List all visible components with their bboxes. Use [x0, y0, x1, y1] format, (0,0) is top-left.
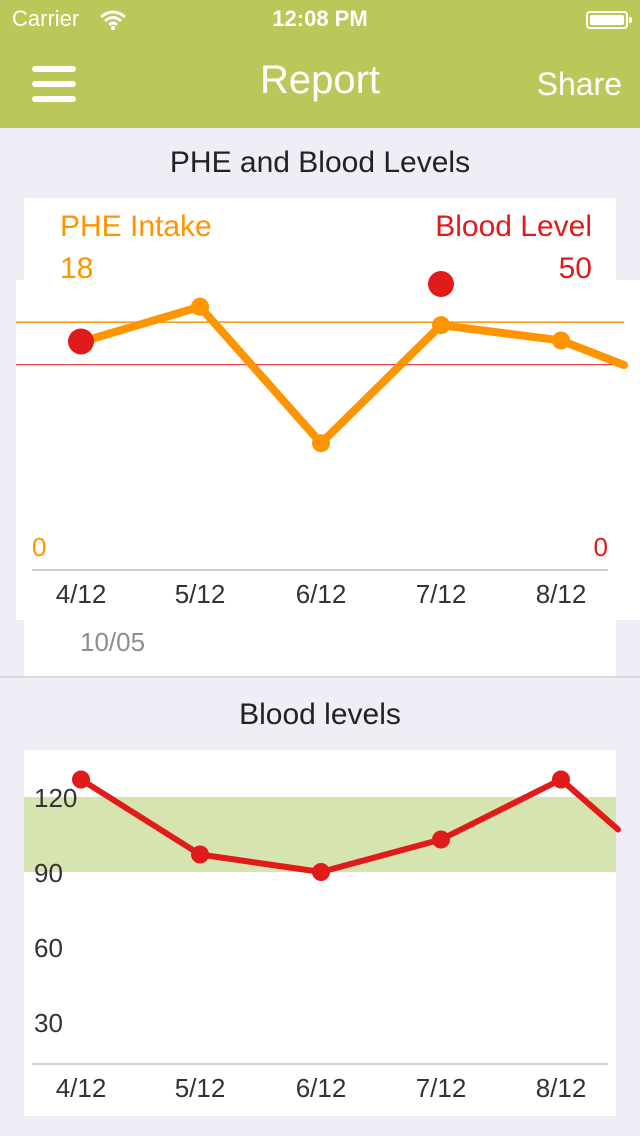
x-tick-label: 5/12: [175, 579, 226, 609]
section-divider: [0, 676, 640, 678]
blood-levels-point: [191, 845, 209, 864]
blood-level-label: Blood Level: [435, 210, 592, 243]
page-title: Report: [259, 58, 381, 102]
carrier-label: Carrier: [12, 6, 80, 31]
share-button[interactable]: Share: [536, 66, 622, 102]
phe-intake-line: [77, 302, 628, 448]
battery-icon: [586, 11, 632, 29]
blood-level-value: 50: [558, 252, 592, 285]
x-tick-label: 8/12: [536, 1073, 587, 1103]
clock: 12:08 PM: [272, 6, 368, 31]
y-tick-label: 30: [34, 1008, 63, 1038]
blood-level-point: [428, 271, 454, 298]
x-tick-label: 4/12: [56, 1073, 107, 1103]
phe-chart-title: PHE and Blood Levels: [169, 146, 471, 179]
phe-point: [312, 434, 330, 453]
blood-levels-line: [78, 776, 621, 875]
phe-point: [191, 297, 209, 316]
phe-axis-min: 0: [32, 532, 47, 562]
phe-blood-chart: 4/12 5/12 6/12 7/12 8/12: [16, 271, 628, 609]
wifi-icon: [100, 10, 126, 30]
x-tick-label: 7/12: [416, 579, 467, 609]
y-tick-label: 120: [34, 783, 77, 813]
hamburger-menu-icon: [32, 66, 76, 72]
blood-levels-point: [552, 770, 570, 789]
x-tick-label: 6/12: [296, 579, 347, 609]
x-tick-label: 8/12: [536, 579, 587, 609]
y-tick-label: 60: [34, 933, 63, 963]
x-tick-label: 4/12: [56, 579, 107, 609]
blood-levels-point: [432, 830, 450, 849]
y-tick-label: 90: [34, 858, 63, 888]
x-tick-label: 5/12: [175, 1073, 226, 1103]
phe-intake-value: 18: [60, 252, 94, 285]
blood-level-point: [68, 328, 94, 355]
menu-button[interactable]: [32, 66, 76, 102]
phe-point: [552, 331, 570, 350]
blood-chart-title: Blood levels: [239, 698, 401, 731]
x-tick-label: 7/12: [416, 1073, 467, 1103]
target-range-band: [24, 797, 616, 872]
x-tick-label: 6/12: [296, 1073, 347, 1103]
blood-levels-point: [72, 770, 90, 789]
report-date: 10/05: [80, 627, 146, 657]
phe-intake-label: PHE Intake: [60, 210, 212, 243]
nav-bar: Carrier 12:08 PM Report Share: [0, 0, 640, 128]
blood-axis-min: 0: [593, 532, 608, 562]
phe-point: [432, 316, 450, 335]
blood-levels-point: [312, 863, 330, 881]
